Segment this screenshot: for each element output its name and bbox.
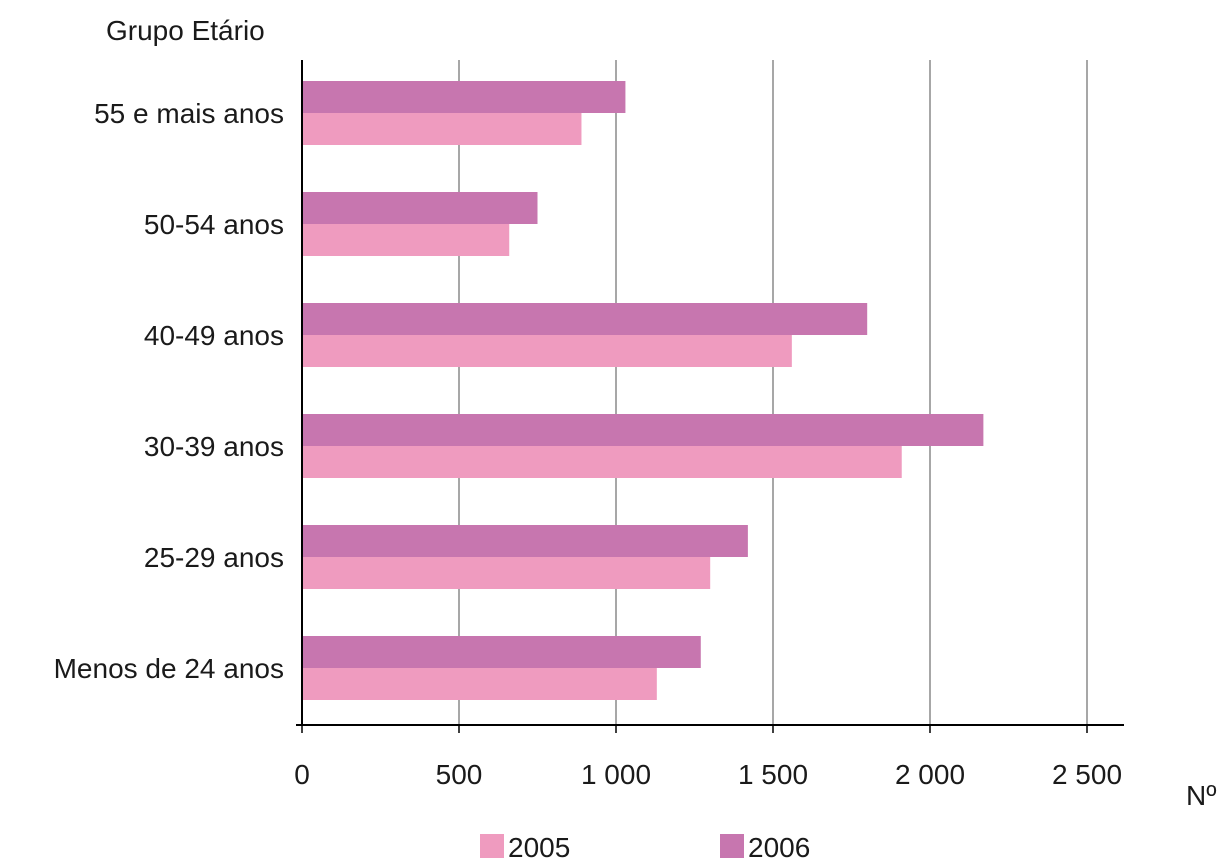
bar-2005-55-e-mais-anos	[302, 113, 582, 145]
legend: 2005 2006	[480, 832, 810, 862]
bar-2006-30-39-anos	[302, 414, 984, 446]
x-tick-label: 0	[294, 759, 310, 790]
category-label-50-54-anos: 50-54 anos	[144, 209, 284, 240]
x-axis-title: Nº	[1186, 780, 1216, 811]
category-label-25-29-anos: 25-29 anos	[144, 542, 284, 573]
x-tick-label: 1 000	[581, 759, 651, 790]
bar-2005-25-29-anos	[302, 557, 711, 589]
x-tick-label: 2 000	[895, 759, 965, 790]
legend-swatch-2006	[720, 834, 744, 858]
x-tick-label: 1 500	[738, 759, 808, 790]
bar-2005-50-54-anos	[302, 224, 510, 256]
legend-label-2006: 2006	[748, 832, 810, 862]
legend-swatch-2005	[480, 834, 504, 858]
bar-2005-40-49-anos	[302, 335, 792, 367]
category-label-55-e-mais-anos: 55 e mais anos	[94, 98, 284, 129]
category-label-30-39-anos: 30-39 anos	[144, 431, 284, 462]
bar-marks	[302, 81, 984, 700]
bar-2005-menos-de-24-anos	[302, 668, 657, 700]
vertical-gridlines	[458, 60, 1088, 725]
category-label-menos-de-24-anos: Menos de 24 anos	[54, 653, 284, 684]
x-tick-labels: 0 500 1 000 1 500 2 000 2 500	[294, 725, 1122, 790]
x-tick-label: 2 500	[1052, 759, 1122, 790]
y-axis-title: Grupo Etário	[106, 15, 265, 46]
bar-2006-25-29-anos	[302, 525, 748, 557]
bar-2006-menos-de-24-anos	[302, 636, 701, 668]
bar-2005-30-39-anos	[302, 446, 902, 478]
x-tick-label: 500	[436, 759, 483, 790]
bar-2006-50-54-anos	[302, 192, 538, 224]
chart-axes	[296, 60, 1124, 726]
bar-2006-40-49-anos	[302, 303, 868, 335]
bar-2006-55-e-mais-anos	[302, 81, 626, 113]
category-label-40-49-anos: 40-49 anos	[144, 320, 284, 351]
legend-label-2005: 2005	[508, 832, 570, 862]
category-labels: 55 e mais anos 50-54 anos 40-49 anos 30-39 …	[54, 98, 284, 684]
